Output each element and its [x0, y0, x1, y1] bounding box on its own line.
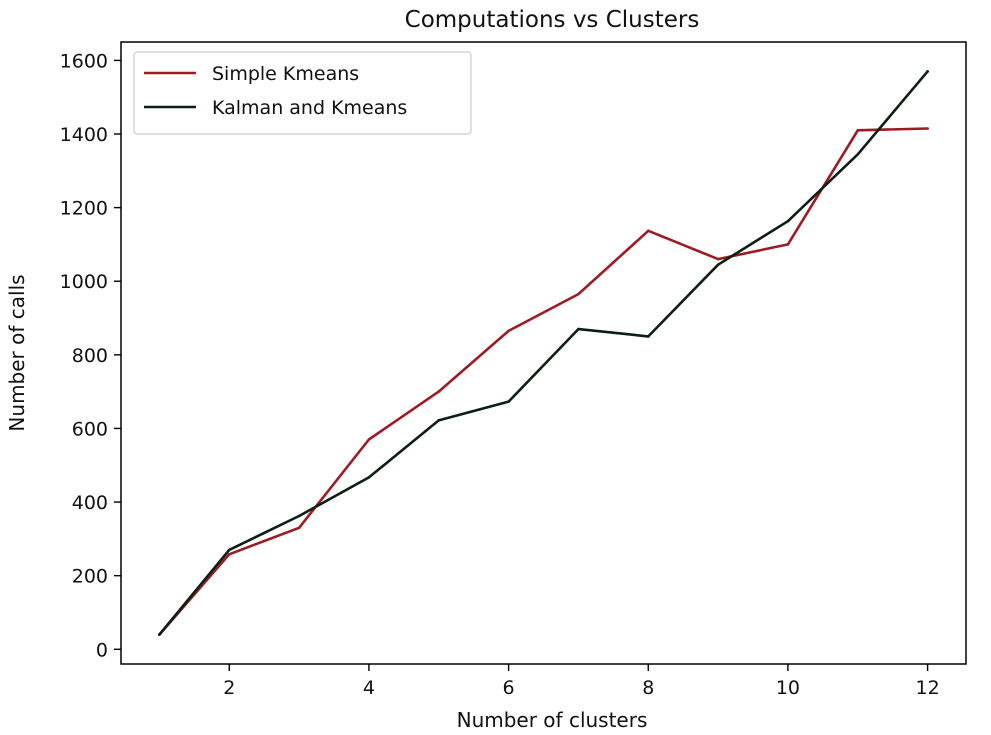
x-tick-label: 10: [776, 677, 800, 699]
series-line-0: [158, 127, 929, 636]
data-point: [507, 329, 510, 333]
legend-box: [133, 51, 472, 135]
x-tick-label: 12: [915, 677, 939, 699]
data-point: [646, 335, 650, 338]
data-point: [367, 438, 371, 441]
legend-label: Kalman and Kmeans: [212, 97, 407, 119]
series-line-1: [158, 70, 929, 636]
x-tick-label: 2: [223, 677, 235, 699]
y-tick-label: 1000: [60, 271, 108, 293]
data-point: [507, 400, 510, 403]
data-point: [297, 526, 301, 530]
data-point: [577, 292, 580, 296]
data-point: [437, 390, 441, 393]
y-tick-label: 800: [72, 345, 108, 367]
legend-label: Simple Kmeans: [212, 63, 359, 85]
data-point: [716, 263, 720, 266]
data-point: [856, 152, 860, 156]
data-point: [786, 219, 790, 223]
data-point: [227, 548, 231, 552]
data-point: [716, 257, 720, 261]
chart-title: Computations vs Clusters: [405, 7, 700, 33]
y-tick-label: 200: [72, 566, 108, 588]
data-point: [926, 127, 929, 130]
y-tick-label: 600: [72, 418, 108, 440]
y-tick-label: 1200: [60, 198, 108, 220]
data-point: [577, 327, 580, 331]
data-point: [646, 229, 650, 233]
data-point: [786, 243, 790, 246]
x-tick-label: 6: [503, 677, 515, 699]
y-tick-label: 1600: [60, 50, 108, 72]
data-point: [158, 633, 161, 636]
data-point: [437, 419, 441, 422]
x-tick-label: 4: [363, 677, 375, 699]
plot-area: [120, 41, 967, 665]
axis-ticks: 2 4 6 8 10 12 0 200 400 600 800 1000 1200 1400 1600: [60, 50, 940, 699]
data-point: [297, 514, 301, 518]
y-tick-label: 0: [96, 639, 108, 661]
legend: Simple Kmeans Kalman and Kmeans: [133, 51, 472, 135]
x-tick-label: 8: [642, 677, 654, 699]
data-point: [926, 70, 929, 73]
series-lines: [158, 70, 929, 636]
data-point: [367, 476, 371, 479]
data-point: [856, 129, 860, 132]
y-tick-label: 400: [72, 492, 108, 514]
y-tick-label: 1400: [60, 124, 108, 146]
data-point: [227, 553, 231, 556]
y-axis-title: Number of calls: [5, 274, 29, 431]
x-axis-title: Number of clusters: [457, 708, 648, 732]
